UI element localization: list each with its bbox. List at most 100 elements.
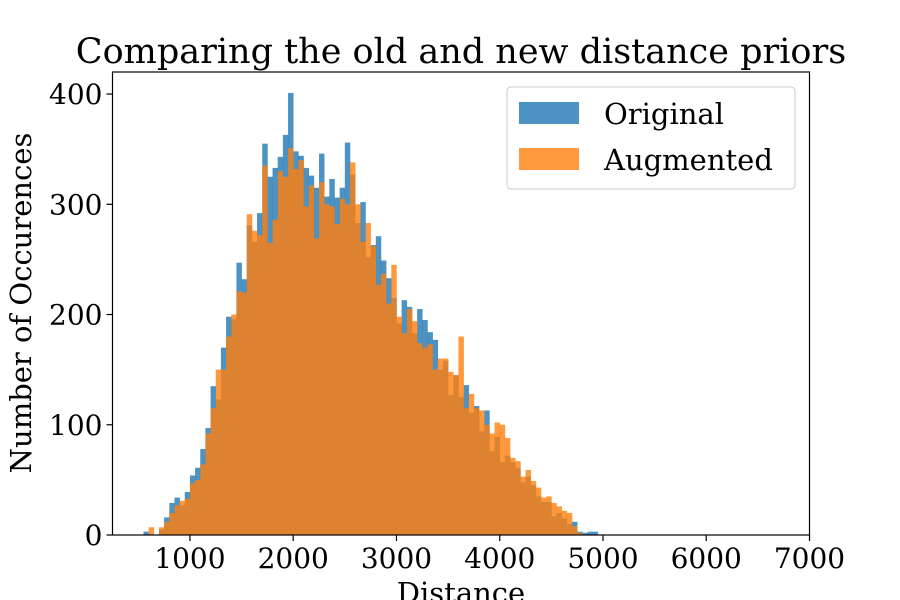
x-tick-label: 6000	[671, 542, 742, 575]
bar-augmented	[577, 532, 583, 535]
bar-augmented	[303, 206, 309, 536]
y-tick-label: 400	[49, 78, 102, 111]
bar-augmented	[308, 185, 315, 536]
bar-augmented	[427, 344, 433, 535]
legend-label-original: Original	[604, 97, 724, 131]
bar-augmented	[226, 336, 232, 535]
bar-augmented	[236, 291, 242, 535]
bar-augmented	[432, 369, 439, 535]
bar-augmented	[391, 264, 397, 535]
legend-swatch-original	[519, 102, 579, 124]
bar-augmented	[257, 235, 263, 535]
bar-original	[143, 531, 149, 535]
y-tick-label: 100	[49, 409, 102, 442]
x-tick-label: 5000	[567, 542, 638, 575]
bar-augmented	[334, 224, 340, 535]
bar-augmented	[313, 238, 320, 535]
bar-augmented	[442, 358, 449, 535]
bar-augmented	[241, 292, 248, 535]
bar-augmented	[262, 165, 268, 535]
bar-augmented	[535, 487, 542, 535]
y-tick-label: 200	[49, 299, 102, 332]
series-augmented	[148, 148, 583, 536]
bar-augmented	[453, 375, 459, 535]
bar-augmented	[422, 347, 428, 535]
bars-layer	[143, 92, 599, 536]
axis-ticks: 1000 2000 3000 4000 5000 6000 7000 0 100 200 300 40…	[49, 78, 845, 575]
bar-augmented	[272, 219, 279, 535]
bar-augmented	[200, 464, 206, 535]
bar-augmented	[458, 336, 464, 535]
bar-augmented	[365, 223, 371, 535]
bar-augmented	[530, 480, 537, 535]
bar-augmented	[298, 160, 304, 535]
bar-augmented	[288, 148, 294, 535]
bar-augmented	[396, 316, 402, 535]
bar-augmented	[179, 500, 186, 535]
bar-augmented	[375, 284, 382, 535]
bar-augmented	[344, 204, 351, 536]
bar-augmented	[417, 343, 423, 535]
y-axis-label: Number of Occurences	[4, 133, 38, 474]
bar-augmented	[473, 408, 480, 535]
bar-augmented	[468, 393, 475, 535]
bar-augmented	[401, 333, 408, 535]
bar-augmented	[360, 241, 366, 535]
bar-augmented	[370, 246, 377, 535]
bar-augmented	[566, 512, 573, 535]
x-tick-label: 2000	[258, 542, 329, 575]
bar-original	[587, 531, 593, 535]
bar-augmented	[184, 498, 191, 535]
bar-augmented	[489, 433, 495, 535]
bar-augmented	[504, 437, 511, 535]
x-tick-label: 1000	[154, 542, 225, 575]
bar-augmented	[437, 358, 444, 535]
bar-augmented	[231, 314, 237, 535]
bar-augmented	[556, 506, 562, 535]
bar-augmented	[324, 204, 330, 536]
bar-augmented	[484, 424, 490, 535]
bar-augmented	[210, 408, 217, 535]
bar-original	[582, 532, 588, 535]
bar-augmented	[479, 410, 485, 535]
bar-augmented	[189, 483, 196, 535]
bar-augmented	[520, 476, 526, 535]
bar-augmented	[339, 198, 346, 535]
legend: Original Augmented	[506, 86, 796, 190]
bar-augmented	[463, 408, 470, 535]
x-axis-label: Distance	[397, 576, 525, 600]
bar-augmented	[205, 433, 211, 535]
bar-augmented	[525, 469, 531, 535]
bar-augmented	[329, 206, 335, 536]
bar-augmented	[499, 424, 506, 535]
bar-augmented	[551, 503, 557, 535]
bar-augmented	[355, 204, 361, 536]
x-tick-label: 7000	[774, 542, 845, 575]
bar-augmented	[411, 321, 418, 535]
bar-original	[592, 531, 599, 535]
bar-augmented	[169, 512, 175, 535]
bar-augmented	[282, 176, 289, 536]
y-tick-label: 0	[85, 519, 103, 552]
bar-augmented	[220, 369, 227, 535]
bar-augmented	[215, 369, 222, 535]
x-tick-label: 3000	[361, 542, 432, 575]
bar-augmented	[246, 214, 253, 535]
bar-augmented	[267, 242, 273, 535]
bar-augmented	[386, 303, 392, 535]
y-tick-label: 300	[49, 188, 102, 221]
bar-augmented	[380, 273, 387, 535]
bar-augmented	[541, 497, 547, 535]
bar-augmented	[561, 510, 568, 535]
bar-augmented	[510, 457, 516, 535]
x-tick-label: 4000	[464, 542, 535, 575]
bar-augmented	[350, 162, 356, 535]
bar-augmented	[319, 182, 325, 536]
bar-augmented	[293, 169, 299, 535]
bar-augmented	[164, 521, 170, 535]
bar-augmented	[572, 526, 578, 535]
bar-augmented	[195, 479, 201, 535]
legend-label-augmented: Augmented	[603, 143, 773, 177]
bar-augmented	[406, 309, 413, 535]
